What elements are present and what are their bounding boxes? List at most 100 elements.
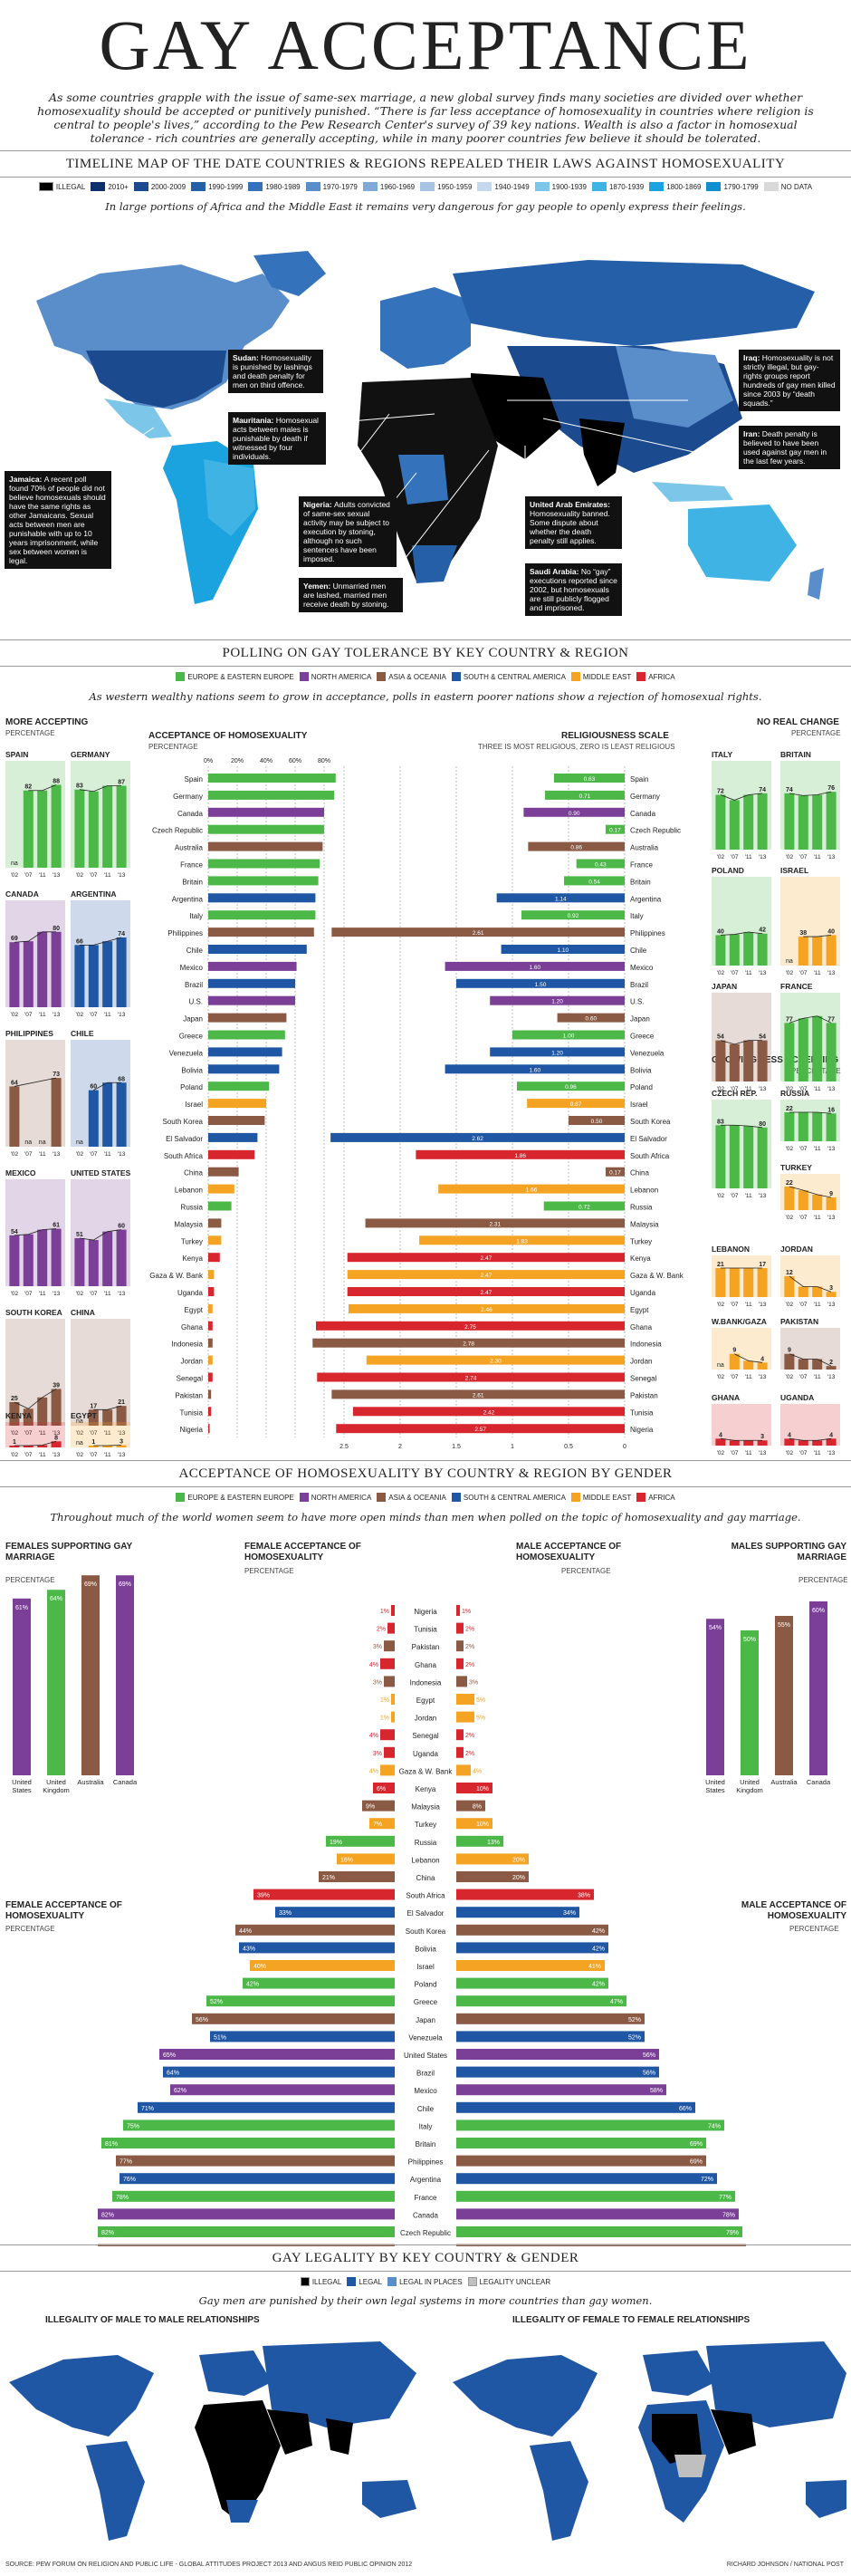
trend-mini-line (79, 937, 122, 946)
trend-mini-value: 88 (53, 778, 60, 784)
trend-mini-year: '02 (76, 1452, 84, 1458)
religiousness-category-label: Czech Republic (630, 827, 681, 835)
male-acceptance-value: 72% (701, 2177, 713, 2183)
male-acceptance-bar (456, 1800, 485, 1812)
female-acceptance-bar (101, 2138, 395, 2148)
acceptance-bar (208, 1424, 210, 1434)
trend-mini-chart: SPAIN na '02 82 '07 '11 88 '13 (5, 750, 65, 879)
religiousness-bar (576, 859, 625, 869)
females-support-bar (81, 1575, 100, 1775)
religiousness-value-label: 2.75 (464, 1324, 476, 1331)
legend-item: 1950-1959 (420, 182, 472, 191)
acceptance-category-label: Kenya (182, 1254, 203, 1263)
male-acceptance-value: 69% (690, 2159, 703, 2166)
acceptance-bar (208, 1235, 222, 1245)
male-acceptance-value: 38% (578, 1893, 590, 1899)
male-acceptance-bar (456, 1818, 492, 1830)
legend-swatch (91, 182, 106, 191)
trend-mini-value: 22 (786, 1180, 793, 1187)
female-illegality-title: ILLEGALITY OF FEMALE TO FEMALE RELATIONS… (512, 2315, 751, 2325)
religiousness-category-label: Chile (630, 947, 647, 955)
trend-mini-year: '11 (39, 1012, 46, 1018)
legend-label: AFRICA (648, 672, 675, 681)
trend-mini-line (789, 1353, 832, 1367)
trend-mini-bar (798, 937, 808, 966)
trend-mini-line (93, 1081, 122, 1091)
trend-mini-svg: 12 '02 '07 '11 3 '13 (780, 1255, 840, 1308)
religiousness-value-label: 1.20 (551, 999, 563, 1005)
trend-mini-year: '02 (786, 1146, 794, 1152)
trend-mini-svg: na '02 60 '07 '11 68 '13 (71, 1040, 130, 1158)
religiousness-category-label: Argentina (630, 895, 662, 903)
trend-mini-year: '13 (759, 854, 767, 860)
map-callout: Saudi Arabia: No “gay” executions report… (525, 563, 622, 616)
female-acceptance-value: 9% (366, 1804, 375, 1811)
trend-mini-chart: EGYPT na '02 1'07'11 3'13 (71, 1411, 130, 1458)
legend-swatch (420, 182, 435, 191)
males-support-category: Kingdom (736, 1786, 763, 1794)
male-acceptance-value: 79% (726, 2230, 739, 2236)
trend-mini-year: '07 (90, 872, 98, 879)
trend-mini-svg: 22 '02 '07 '11 9 '13 (780, 1174, 840, 1221)
female-acceptance-bar (326, 1835, 395, 1847)
religiousness-bar (419, 1235, 625, 1245)
legend-label: MIDDLE EAST (582, 672, 632, 681)
religiousness-value-label: 2.47 (481, 1255, 492, 1262)
fa-percentage: PERCENTAGE (5, 1925, 55, 1933)
trend-mini-bar (88, 1240, 99, 1286)
religiousness-bar (438, 1184, 625, 1194)
trend-mini-value: 25 (11, 1396, 18, 1402)
trend-mini-bar (9, 942, 20, 1007)
relig-tick-label: 1 (511, 1444, 514, 1450)
acceptance-category-label: Australia (175, 844, 204, 852)
trend-mini-year: '07 (731, 970, 739, 976)
female-acceptance-bar (123, 2119, 395, 2131)
trend-mini-svg: na '02 38 '07 '11 40 '13 (780, 877, 840, 976)
religiousness-category-label: Greece (630, 1033, 655, 1041)
callout-text: Death penalty is believed to have been u… (743, 429, 827, 466)
female-acceptance-value: 64% (167, 2071, 179, 2077)
trend-mini-year: '02 (786, 854, 794, 860)
male-acceptance-value: 47% (610, 1999, 623, 2005)
trend-mini-bar (743, 1040, 754, 1081)
legend-swatch (636, 1493, 646, 1502)
male-acceptance-bar (456, 1871, 529, 1882)
acceptance-category-label: Nigeria (180, 1426, 204, 1434)
male-acceptance-value: 10% (476, 1821, 489, 1828)
trend-mini-year: '13 (827, 970, 836, 976)
religiousness-category-label: Pakistan (630, 1391, 658, 1399)
map-china (616, 346, 733, 428)
trend-mini-bar (757, 1362, 768, 1370)
trend-mini-year: '02 (786, 1374, 794, 1380)
legend-item: SOUTH & CENTRAL AMERICA (451, 672, 566, 681)
world-timeline-map (0, 246, 851, 636)
gender-category-label: Argentina (410, 2176, 442, 2184)
female-acceptance-value: 4% (369, 1662, 378, 1668)
trend-mini-bar (757, 1127, 768, 1188)
male-illegality-title: ILLEGALITY OF MALE TO MALE RELATIONSHIPS (45, 2315, 260, 2325)
male-acceptance-value: 5% (476, 1697, 485, 1704)
female-acceptance-value: 2% (377, 1627, 386, 1633)
trend-mini-chart: TURKEY 22 '02 '07 '11 9 '13 (780, 1163, 840, 1221)
trend-mini-year: '07 (731, 1450, 739, 1456)
trend-mini-bar (88, 945, 99, 1007)
trend-mini-year: '13 (118, 1452, 126, 1458)
trend-mini-value: 61 (53, 1223, 60, 1229)
female-acceptance-value: 81% (105, 2141, 118, 2148)
legality-maps (9, 2341, 846, 2541)
trend-mini-year: '11 (39, 1452, 46, 1458)
acceptance-bar (208, 1303, 213, 1313)
religiousness-value-label: 0.43 (595, 862, 607, 869)
gender-category-label: Pakistan (412, 1643, 440, 1651)
trend-mini-line (734, 1353, 763, 1363)
male-acceptance-value: 52% (628, 2034, 641, 2041)
trend-mini-line (720, 1124, 763, 1129)
female-acceptance-value: 19% (330, 1840, 342, 1846)
male-acceptance-bar (456, 1676, 467, 1687)
trend-mini-value: 54 (759, 1034, 766, 1041)
legend-label: 1980-1989 (265, 182, 301, 191)
male-legality-map (9, 2341, 416, 2541)
trend-mini-chart: KENYA 1'02'07'11 8'13 (5, 1411, 65, 1458)
acceptance-category-label: Argentina (172, 895, 204, 903)
trend-mini-year: '11 (814, 1302, 821, 1308)
